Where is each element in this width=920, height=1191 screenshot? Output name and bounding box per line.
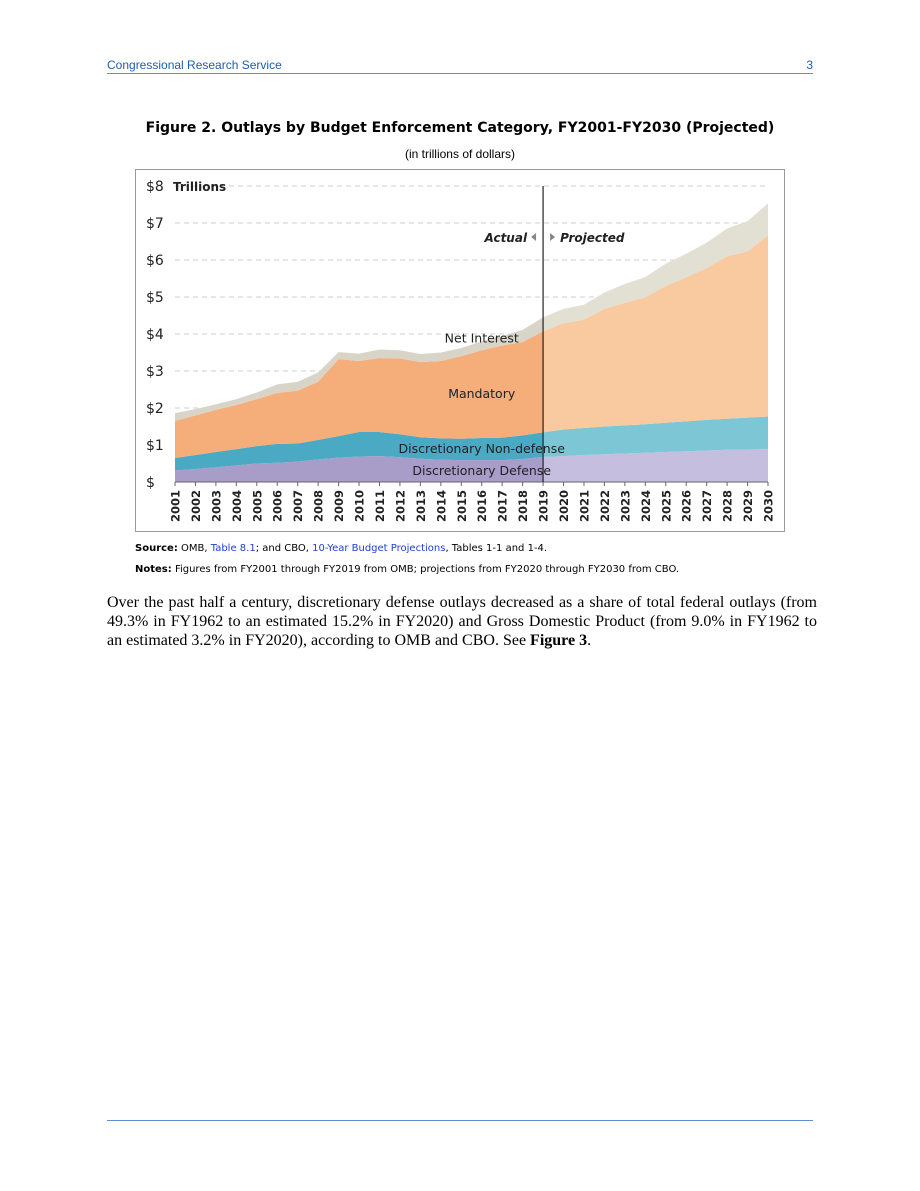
y-tick-label: $2 [146,401,164,417]
x-tick-label: 2004 [230,490,244,522]
x-tick-label: 2005 [250,490,264,522]
figure-source: Source: OMB, Table 8.1; and CBO, 10-Year… [135,543,815,554]
x-tick-label: 2003 [209,490,223,522]
x-tick-label: 2013 [414,490,428,522]
source-link-cbo[interactable]: 10-Year Budget Projections [312,543,446,554]
body-text-end: . [587,632,592,649]
x-tick-label: 2023 [618,490,632,522]
x-tick-label: 2026 [680,490,694,522]
footer-rule [107,1120,813,1121]
x-tick-label: 2008 [312,490,326,522]
source-text-3: , Tables 1-1 and 1-4. [445,543,548,554]
y-tick-label: $ [146,475,155,491]
projected-label: Projected [560,231,625,245]
figure-subtitle: (in trillions of dollars) [404,147,516,161]
series-label-discretionary-defense: Discretionary Defense [412,463,551,478]
x-tick-label: 2024 [639,490,653,522]
series-label-discretionary-non-defense: Discretionary Non-defense [399,441,566,456]
x-tick-label: 2009 [332,490,346,522]
right-arrow-icon [550,233,556,241]
source-text-1: OMB, [177,543,211,554]
x-tick-label: 2030 [762,490,776,522]
x-tick-label: 2027 [700,490,714,522]
series-label-mandatory: Mandatory [448,386,516,401]
body-paragraph: Over the past half a century, discretion… [107,593,817,650]
x-tick-label: 2014 [434,490,448,522]
notes-text: Figures from FY2001 through FY2019 from … [171,564,680,575]
area-net-interest-projected [543,203,768,332]
figure-reference: Figure 3 [530,632,588,649]
notes-label: Notes: [135,564,172,575]
x-tick-label: 2011 [373,490,387,522]
x-tick-label: 2025 [659,490,673,522]
header-org: Congressional Research Service [107,58,282,72]
header-rule [107,73,813,74]
area-discretionary-defense-projected [543,449,768,482]
area-discretionary-non-defense-actual [175,432,544,471]
x-tick-label: 2019 [537,490,551,522]
x-tick-label: 2015 [455,490,469,522]
x-tick-label: 2002 [189,490,203,522]
source-link-table[interactable]: Table 8.1 [210,543,256,554]
series-label-net-interest: Net Interest [445,331,519,346]
area-net-interest-actual [175,317,544,421]
x-tick-label: 2021 [577,490,591,522]
figure-notes: Notes: Figures from FY2001 through FY201… [135,564,815,575]
y-tick-label: $8 [146,179,164,195]
x-tick-label: 2029 [741,490,755,522]
x-tick-label: 2016 [475,490,489,522]
page-number: 3 [806,58,813,72]
source-text-2: ; and CBO, [255,543,313,554]
body-text: Over the past half a century, discretion… [107,594,817,649]
y-unit-label: Trillions [173,180,226,194]
x-tick-label: 2022 [598,490,612,522]
x-tick-label: 2017 [496,490,510,522]
source-label: Source: [135,543,178,554]
y-tick-label: $4 [146,327,164,343]
x-tick-label: 2012 [393,490,407,522]
stacked-area-chart: $ $1 $2 $3 $4 $5 $6 $7 $8 Trillions 2001 2002 2003 20… [146,179,776,522]
chart-frame: $ $1 $2 $3 $4 $5 $6 $7 $8 Trillions 2001 2002 2003 20… [135,169,785,532]
area-discretionary-defense-actual [175,456,544,482]
x-tick-label: 2020 [557,490,571,522]
x-tick-label: 2006 [271,490,285,522]
area-mandatory-projected [543,235,768,433]
y-tick-label: $1 [146,438,164,454]
actual-label: Actual [484,231,528,245]
x-tick-label: 2018 [516,490,530,522]
x-tick-label: 2007 [291,490,305,522]
y-tick-label: $3 [146,364,164,380]
y-tick-label: $7 [146,216,164,232]
x-tick-label: 2001 [169,490,183,522]
x-tick-label: 2028 [721,490,735,522]
x-tick-label: 2010 [353,490,367,522]
left-arrow-icon [531,233,537,241]
y-tick-label: $5 [146,290,164,306]
figure-title: Figure 2. Outlays by Budget Enforcement … [145,120,775,136]
area-mandatory-actual [175,331,544,458]
y-tick-label: $6 [146,253,164,269]
running-header: Congressional Research Service 3 [107,57,813,73]
area-discretionary-non-defense-projected [543,416,768,457]
